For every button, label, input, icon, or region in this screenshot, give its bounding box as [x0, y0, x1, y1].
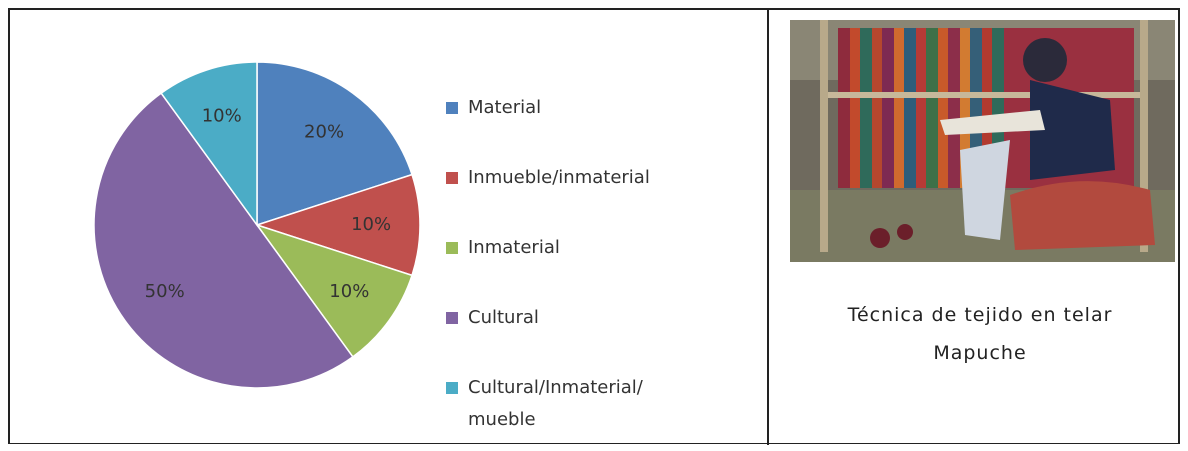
legend-item: Inmaterial: [446, 232, 686, 302]
pie-slice: [255, 223, 413, 358]
pie-slice: [93, 92, 354, 389]
legend-swatch: [446, 102, 458, 114]
pie-slice: [160, 61, 258, 228]
divider: [767, 8, 769, 445]
slice-label: 10%: [202, 105, 242, 126]
legend-label: Cultural/Inmaterial/ mueble: [468, 377, 643, 430]
legend-item: Cultural/Inmaterial/ mueble: [446, 372, 686, 442]
slice-label: 10%: [351, 214, 391, 235]
slice-label: 50%: [145, 281, 185, 302]
legend-label: Inmaterial: [468, 237, 560, 258]
photo: [790, 20, 1175, 262]
legend-swatch: [446, 382, 458, 394]
pie-slice: [256, 61, 413, 227]
slice-label: 10%: [329, 281, 369, 302]
frame: [8, 8, 1180, 444]
pie-slice: [254, 173, 421, 277]
legend-swatch: [446, 172, 458, 184]
legend-item: Material: [446, 92, 686, 162]
slice-label: 20%: [304, 122, 344, 143]
legend-swatch: [446, 242, 458, 254]
legend-label: Material: [468, 97, 542, 118]
legend-item: Inmueble/inmaterial: [446, 162, 686, 232]
legend-item: Cultural: [446, 302, 686, 372]
caption: Técnica de tejido en telar Mapuche: [847, 304, 1113, 364]
legend: Material Inmueble/inmaterial Inmaterial Cul…: [446, 92, 686, 442]
legend-swatch: [446, 312, 458, 324]
legend-label: Cultural: [468, 307, 539, 328]
legend-label: Inmueble/inmaterial: [468, 167, 650, 188]
